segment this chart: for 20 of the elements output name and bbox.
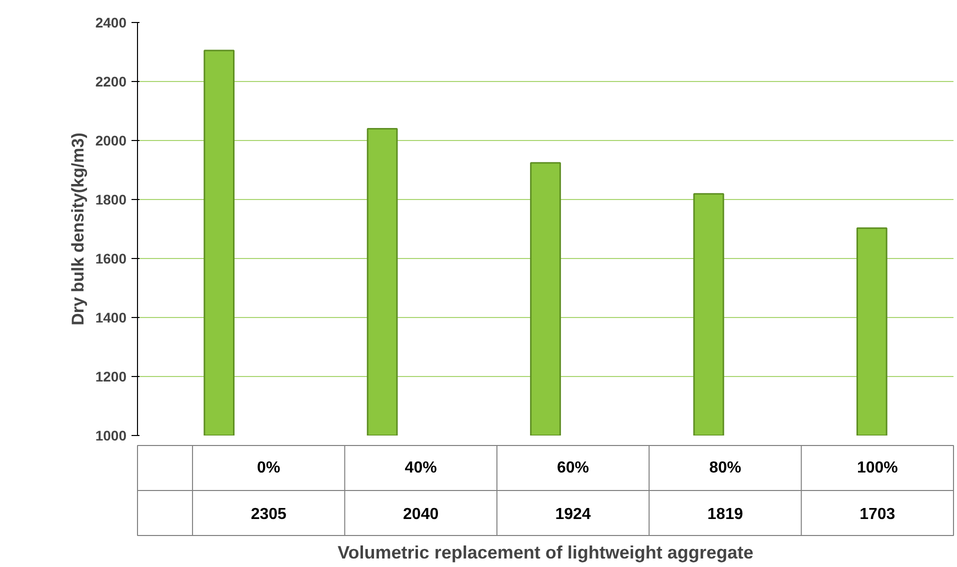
x-axis-title: Volumetric replacement of lightweight aggregate bbox=[338, 542, 754, 562]
data-label: 2305 bbox=[250, 506, 287, 523]
data-label: 1819 bbox=[707, 506, 744, 523]
y-tick-label: 1600 bbox=[95, 250, 127, 266]
y-tick-label: 1800 bbox=[95, 192, 127, 208]
x-tick-label: 40% bbox=[404, 460, 437, 476]
x-tick-label: 0% bbox=[257, 460, 280, 476]
y-tick-label: 2400 bbox=[95, 14, 127, 30]
data-label: 1924 bbox=[555, 506, 591, 523]
y-tick-label: 1000 bbox=[95, 428, 127, 444]
y-axis-title: Dry bulk density(kg/m3) bbox=[68, 132, 88, 326]
x-tick-label: 100% bbox=[856, 460, 898, 476]
x-tick-label: 60% bbox=[557, 460, 590, 476]
x-tick-label: 80% bbox=[709, 460, 742, 476]
data-label: 2040 bbox=[403, 506, 439, 523]
y-tick-label: 2200 bbox=[95, 74, 127, 90]
y-tick-label: 1200 bbox=[95, 368, 127, 384]
y-tick-label: 2000 bbox=[95, 132, 127, 148]
data-label: 1703 bbox=[860, 506, 896, 523]
y-tick-label: 1400 bbox=[95, 310, 127, 326]
